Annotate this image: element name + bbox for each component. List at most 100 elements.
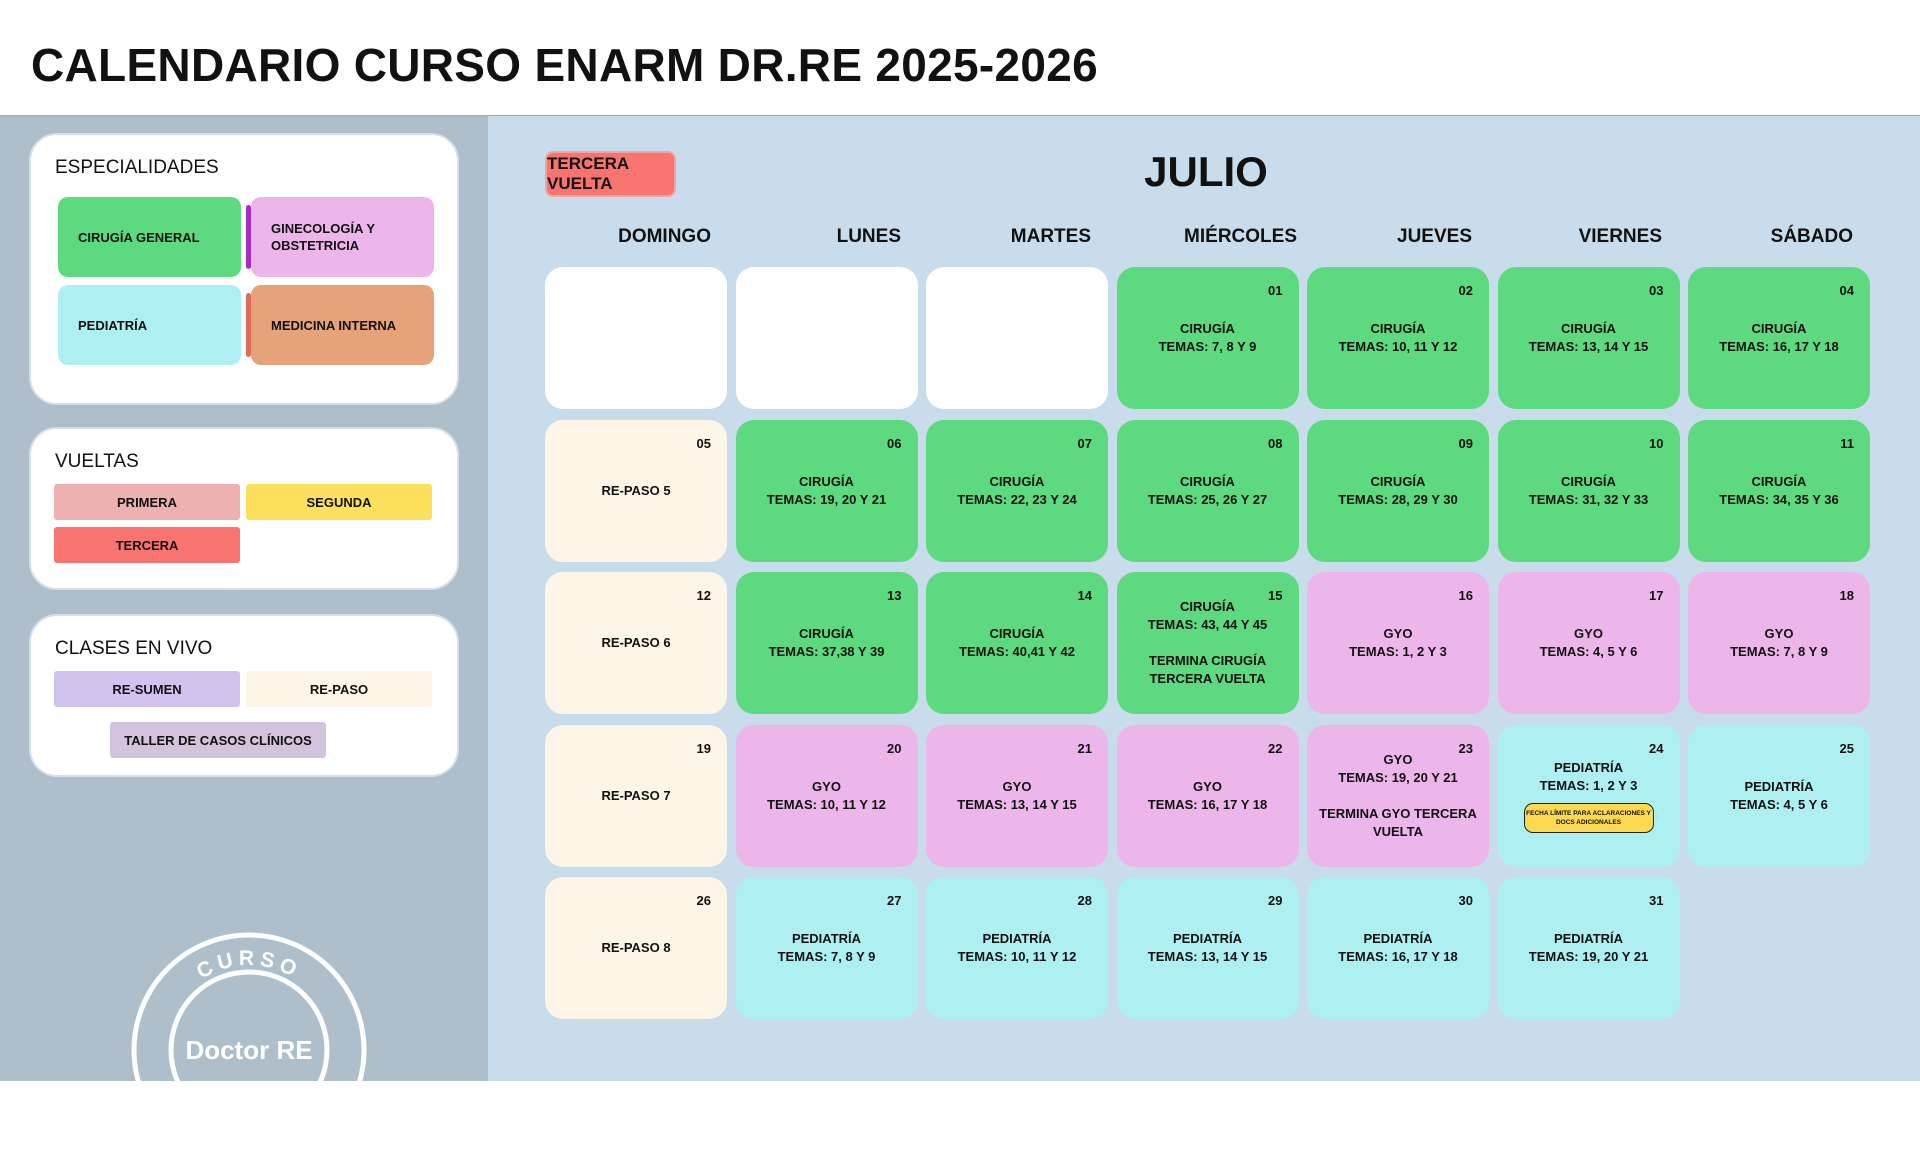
day-line: TEMAS: 40,41 Y 42 [959, 644, 1075, 659]
day-line: PEDIATRÍA [1744, 778, 1814, 794]
day-line: GYO [1002, 778, 1032, 794]
day-cell: 12 RE-PASO 6 [545, 572, 727, 714]
day-number: 20 [887, 740, 902, 756]
day-content: GYO TEMAS: 16, 17 Y 18 [1123, 725, 1293, 867]
day-line: TEMAS: 19, 20 Y 21 [1528, 949, 1649, 964]
day-line: CIRUGÍA [989, 473, 1045, 489]
weekday-lunes: LUNES [836, 226, 901, 247]
day-number: 31 [1649, 893, 1664, 908]
day-line: TEMAS: 16, 17 Y 18 [1338, 949, 1458, 964]
day-line: PEDIATRÍA [1172, 931, 1243, 946]
day-number: 11 [1840, 435, 1854, 451]
day-number: 23 [1458, 740, 1473, 756]
day-cell: 21 GYO TEMAS: 13, 14 Y 15 [926, 724, 1108, 867]
day-line: GYO [1383, 751, 1413, 767]
day-line: TEMAS: 34, 35 Y 36 [1719, 491, 1839, 507]
day-line: TEMAS: 13, 14 Y 15 [1528, 339, 1649, 354]
day-content: GYO TEMAS: 19, 20 Y 21 TERMINA GYO TERCERA… [1313, 725, 1483, 867]
day-cell: 13 CIRUGÍA TEMAS: 37,38 Y 39 [735, 572, 918, 714]
day-content: CIRUGÍA TEMAS: 43, 44 Y 45 TERMINA CIRUGÍA… [1123, 572, 1293, 714]
day-number: 16 [1458, 588, 1473, 603]
tag-label: GINECOLOGÍA Y OBSTETRICIA [271, 221, 375, 253]
day-cell: 11 CIRUGÍA TEMAS: 34, 35 Y 36 [1688, 419, 1870, 562]
day-number: 10 [1649, 435, 1664, 451]
tag-primera: PRIMERA [54, 484, 240, 520]
day-line: CIRUGÍA [1370, 321, 1426, 336]
day-cell: 23 GYO TEMAS: 19, 20 Y 21 TERMINA GYO TERCE… [1307, 724, 1489, 867]
day-line: RE-PASO 6 [601, 635, 671, 650]
day-cell: 04 CIRUGÍA TEMAS: 16, 17 Y 18 [1688, 267, 1870, 409]
day-content: CIRUGÍA TEMAS: 34, 35 Y 36 [1694, 420, 1864, 562]
day-cell: 25 PEDIATRÍA TEMAS: 4, 5 Y 6 [1688, 724, 1870, 867]
day-content: CIRUGÍA TEMAS: 19, 20 Y 21 [742, 420, 912, 562]
logo-top-text: CURSO [193, 947, 305, 983]
month-title: JULIO [1144, 148, 1268, 195]
day-content: PEDIATRÍA TEMAS: 13, 14 Y 15 [1123, 877, 1293, 1019]
day-number: 08 [1268, 435, 1283, 451]
day-line: CIRUGÍA [989, 626, 1045, 641]
day-content: PEDIATRÍA TEMAS: 16, 17 Y 18 [1313, 877, 1483, 1019]
day-line: TEMAS: 7, 8 Y 9 [1730, 644, 1828, 659]
day-number: 27 [887, 893, 902, 908]
day-line: GYO [1574, 626, 1603, 641]
day-line: VUELTA [1372, 823, 1424, 839]
tag-tercera: TERCERA [54, 527, 240, 563]
page-title: CALENDARIO CURSO ENARM DR.RE 2025-2026 [31, 39, 1099, 91]
weekday-domingo: DOMINGO [618, 226, 711, 247]
day-line: TEMAS: 7, 8 Y 9 [777, 949, 876, 964]
day-line: TEMAS: 37,38 Y 39 [768, 644, 885, 659]
day-number: 26 [696, 893, 711, 908]
logo-bottom-text: ENARM [198, 1114, 300, 1149]
day-line: CIRUGÍA [799, 626, 854, 641]
tag-medicina-interna: MEDICINA INTERNA [246, 285, 434, 365]
day-line: PEDIATRÍA [982, 931, 1052, 946]
day-cell: 24 PEDIATRÍA TEMAS: 1, 2 Y 3 FECHA LÍMITE P… [1497, 724, 1680, 867]
day-line: GYO [1764, 626, 1794, 641]
day-line: TEMAS: 31, 32 Y 33 [1528, 491, 1649, 507]
tag-label: MEDICINA INTERNA [271, 317, 397, 333]
day-cell: 02 CIRUGÍA TEMAS: 10, 11 Y 12 [1307, 267, 1489, 409]
day-number: 14 [1077, 588, 1092, 603]
day-content: PEDIATRÍA TEMAS: 10, 11 Y 12 [932, 877, 1102, 1019]
tag-ginecologia-obstetricia: GINECOLOGÍA Y OBSTETRICIA [246, 197, 434, 277]
empty-day-cell [735, 267, 918, 409]
day-line: TEMAS: 25, 26 Y 27 [1147, 491, 1268, 507]
clases-en-vivo-panel: CLASES EN VIVO RE-SUMEN RE-PASO TALLER D… [29, 614, 459, 777]
day-line: CIRUGÍA [1180, 321, 1235, 336]
day-content: GYO TEMAS: 7, 8 Y 9 [1694, 572, 1864, 714]
day-number: 18 [1839, 588, 1854, 603]
day-cell: 28 PEDIATRÍA TEMAS: 10, 11 Y 12 [926, 877, 1108, 1019]
day-content: CIRUGÍA TEMAS: 25, 26 Y 27 [1123, 420, 1293, 562]
day-content: CIRUGÍA TEMAS: 7, 8 Y 9 [1123, 267, 1293, 409]
day-cell: 10 CIRUGÍA TEMAS: 31, 32 Y 33 [1497, 419, 1680, 562]
day-line: TERMINA GYO TERCERA [1319, 805, 1477, 821]
day-cell: 18 GYO TEMAS: 7, 8 Y 9 [1688, 572, 1870, 714]
day-line: CIRUGÍA [799, 473, 854, 489]
especialidades-panel: ESPECIALIDADES CIRUGÍA GENERAL GINECOLOG… [29, 133, 459, 405]
tag-pediatria: PEDIATRÍA [58, 285, 241, 365]
day-number: 15 [1268, 588, 1283, 603]
day-line: TEMAS: 4, 5 Y 6 [1539, 644, 1638, 659]
day-number: 21 [1077, 740, 1092, 756]
weekday-jueves: JUEVES [1397, 226, 1472, 247]
day-number: 03 [1649, 283, 1664, 298]
day-number: 02 [1458, 283, 1473, 298]
day-content: RE-PASO 8 [551, 877, 721, 1019]
day-line: TEMAS: 16, 17 Y 18 [1147, 796, 1268, 812]
day-line: TERMINA CIRUGÍA [1148, 653, 1267, 668]
day-content: CIRUGÍA TEMAS: 31, 32 Y 33 [1504, 420, 1674, 562]
day-cell: 26 RE-PASO 8 [545, 877, 727, 1019]
day-line: TEMAS: 19, 20 Y 21 [1338, 769, 1458, 785]
weekday-viernes: VIERNES [1578, 226, 1662, 247]
empty-day-cell [545, 267, 727, 409]
day-number: 28 [1077, 893, 1092, 908]
weekday-header: DOMINGO LUNES MARTES MIÉRCOLES JUEVES VI… [0, 226, 1920, 250]
day-content: RE-PASO 7 [551, 725, 721, 867]
day-line: PEDIATRÍA [1363, 931, 1433, 946]
weekday-sabado: SÁBADO [1770, 226, 1853, 247]
day-line: TEMAS: 1, 2 Y 3 [1539, 777, 1638, 793]
day-number: 04 [1839, 283, 1854, 298]
day-line: TEMAS: 1, 2 Y 3 [1349, 644, 1447, 659]
day-line: GYO [812, 778, 841, 794]
day-content: GYO TEMAS: 4, 5 Y 6 [1504, 572, 1674, 714]
